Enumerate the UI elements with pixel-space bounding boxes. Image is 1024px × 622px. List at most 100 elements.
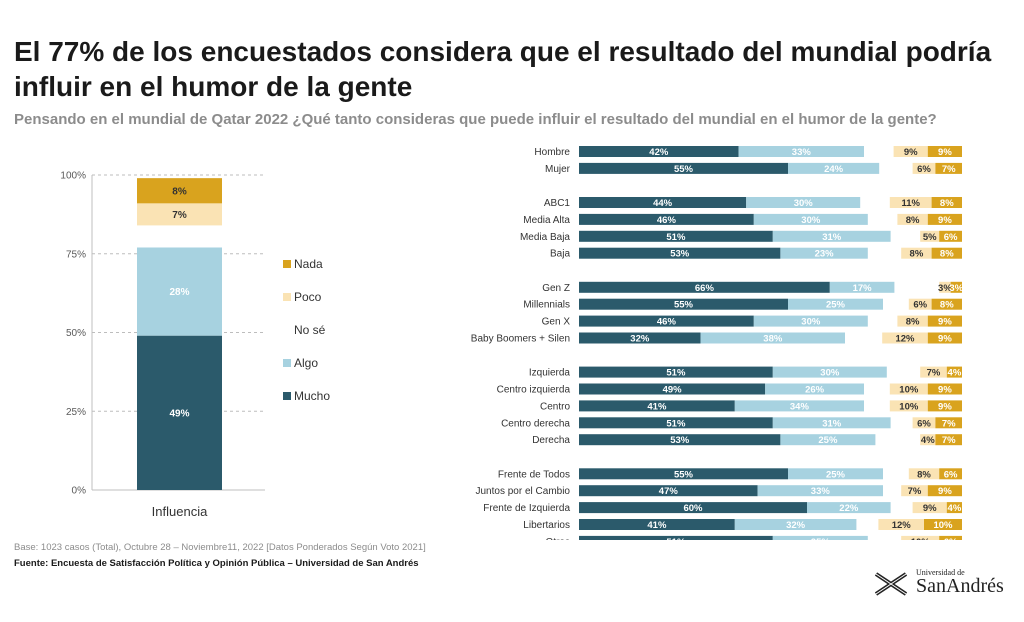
data-label-poco: 6% — [917, 164, 931, 175]
data-label-poco: 12% — [892, 520, 912, 531]
bar-algo — [788, 162, 880, 174]
bar-poco — [912, 417, 936, 429]
data-label-poco: 9% — [904, 147, 918, 158]
data-label-nada: 8% — [940, 249, 954, 260]
legend-swatch-nada — [283, 260, 291, 268]
data-label-nada: 4% — [948, 368, 962, 379]
logo-small-text: Universidad de — [916, 568, 965, 577]
source-note: Fuente: Encuesta de Satisfacción Polític… — [14, 558, 419, 569]
row-label: Gen Z — [542, 283, 570, 294]
data-label-poco: 8% — [906, 215, 920, 226]
bar-algo — [772, 230, 891, 242]
data-label-mucho: 60% — [683, 503, 703, 514]
data-label-mucho: 44% — [653, 198, 673, 209]
row-label: Media Alta — [523, 215, 570, 226]
bar-poco — [908, 298, 932, 310]
bar-nada — [924, 519, 962, 530]
bar-mucho — [579, 535, 773, 540]
data-label-mucho: 41% — [647, 401, 667, 412]
bar-algo — [734, 400, 864, 412]
data-label-algo: 33% — [811, 486, 831, 497]
bar-nada — [927, 485, 962, 497]
row-label: Derecha — [532, 435, 570, 446]
data-label-nada: 7% — [942, 435, 956, 446]
bar-nada — [935, 162, 962, 174]
row-label: ABC1 — [544, 198, 571, 209]
bar-nada — [939, 535, 962, 540]
legend-swatch-poco — [283, 293, 291, 301]
row-label: Mujer — [545, 164, 571, 175]
data-label-poco: 4% — [921, 435, 935, 446]
bar-mucho — [579, 400, 735, 412]
data-label-algo: 25% — [811, 537, 831, 540]
data-label-poco: 12% — [895, 334, 915, 345]
bar-algo — [746, 197, 861, 208]
data-label-algo: 31% — [822, 232, 842, 243]
data-label-mucho: 32% — [630, 334, 650, 345]
legend-swatch-algo — [283, 359, 291, 367]
bar-poco — [920, 230, 940, 242]
bar-algo — [788, 298, 883, 310]
bar-nada — [950, 281, 962, 293]
bar-nada — [927, 146, 962, 157]
bar-mucho — [579, 315, 754, 327]
bar-algo — [757, 485, 883, 497]
bar-poco — [912, 162, 936, 174]
bar-poco — [889, 197, 932, 208]
data-label-poco: 10% — [899, 401, 919, 412]
bar-nada — [927, 213, 962, 225]
data-label-mucho: 46% — [657, 317, 677, 328]
legend-swatch-mucho — [283, 392, 291, 400]
bar-mucho — [579, 213, 754, 225]
legend-label-poco: Poco — [294, 290, 322, 304]
legend-label-algo: Algo — [294, 356, 318, 370]
data-label-nada: 9% — [938, 385, 952, 396]
data-label: 49% — [169, 408, 189, 419]
bar-mucho — [579, 230, 773, 242]
bar-poco — [882, 332, 928, 344]
data-label-nada: 4% — [948, 503, 962, 514]
data-label-algo: 30% — [820, 368, 840, 379]
bar-poco — [901, 247, 932, 259]
data-label-algo: 30% — [801, 317, 821, 328]
data-label-algo: 22% — [839, 503, 859, 514]
legend-label-nada: Nada — [294, 257, 323, 271]
university-logo: Universidad de SanAndrés — [872, 566, 1022, 600]
data-label-algo: 25% — [818, 435, 838, 446]
row-label: Hombre — [534, 147, 570, 158]
data-label-algo: 38% — [763, 334, 783, 345]
bar-nada — [939, 468, 962, 480]
bar-mucho — [579, 417, 773, 429]
data-label-poco: 10% — [899, 385, 919, 396]
data-label-nada: 7% — [942, 164, 956, 175]
data-label-poco: 3% — [938, 283, 952, 294]
segment-breakdown-chart: Hombre 42% 33% 9% 9%Mujer 55% 24% 6% 7%ABC1 44% 30… — [471, 146, 964, 540]
bar-segment-no-se — [137, 225, 222, 248]
bar-nada — [935, 434, 962, 446]
overall-influence-chart: 0% 25% 50% 75% 100% 49% 28% 7% 8% Influencia Nada P… — [60, 171, 330, 520]
bar-segment-poco — [137, 203, 222, 226]
data-label-algo: 23% — [815, 249, 835, 260]
bar-poco — [893, 146, 928, 157]
bar-algo — [700, 332, 845, 344]
bar-algo — [753, 315, 868, 327]
bar-algo — [734, 519, 857, 530]
logo-big-text: SanAndrés — [916, 575, 1004, 597]
page-subtitle: Pensando en el mundial de Qatar 2022 ¿Qu… — [14, 111, 937, 128]
bar-mucho — [579, 146, 739, 157]
bar-poco — [908, 468, 940, 480]
bar-mucho — [579, 485, 758, 497]
data-label-nada: 8% — [940, 198, 954, 209]
row-label: Millennials — [523, 300, 570, 311]
data-label-nada: 8% — [940, 300, 954, 311]
y-tick-label: 50% — [66, 328, 86, 339]
bar-segment-nada — [137, 178, 222, 204]
data-label-nada: 10% — [933, 520, 953, 531]
row-label: Gen X — [542, 317, 571, 328]
bar-poco — [901, 535, 940, 540]
data-label-nada: 7% — [942, 418, 956, 429]
bar-mucho — [579, 162, 788, 174]
bar-nada — [931, 298, 962, 310]
bar-nada — [935, 417, 962, 429]
y-tick-label: 75% — [66, 249, 86, 260]
